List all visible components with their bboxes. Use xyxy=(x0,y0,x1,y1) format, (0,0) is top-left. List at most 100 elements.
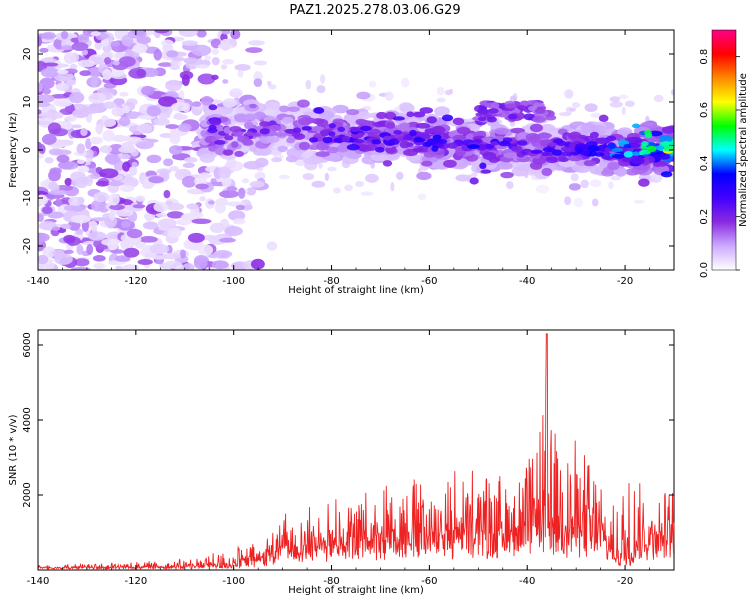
noise-blob xyxy=(99,145,113,154)
ridge-blob xyxy=(285,155,298,163)
noise-blob xyxy=(135,195,146,202)
ridge-blob xyxy=(332,104,349,114)
ridge-blob xyxy=(574,146,583,152)
noise-blob xyxy=(184,156,198,163)
noise-blob xyxy=(108,209,116,221)
ridge-blob xyxy=(594,152,605,157)
noise-blob xyxy=(110,40,121,47)
noise-blob xyxy=(155,213,168,218)
snr-x-axis: -140 -120 -100 -80 -60 -40 -20 xyxy=(27,330,675,587)
ridge-blob xyxy=(413,111,426,118)
colorbar-tick-label: 0.2 xyxy=(699,209,710,225)
noise-blob xyxy=(56,69,69,75)
noise-blob xyxy=(199,196,206,202)
noise-blob xyxy=(179,249,186,259)
noise-blob xyxy=(232,218,246,225)
ridge-blob xyxy=(412,147,424,153)
halo-blob xyxy=(563,88,574,99)
ridge-blob xyxy=(245,131,254,136)
noise-blob xyxy=(41,133,57,145)
noise-blob xyxy=(63,234,76,244)
ridge-blob xyxy=(430,160,448,170)
ridge-blob xyxy=(517,105,527,111)
ridge-blob xyxy=(510,127,525,134)
halo-blob xyxy=(384,91,394,101)
noise-blob xyxy=(153,117,171,126)
ridge-blob xyxy=(279,105,290,113)
noise-blob xyxy=(228,210,246,221)
noise-blob xyxy=(220,64,228,70)
ridge-blob xyxy=(660,171,673,178)
ridge-blob xyxy=(415,122,431,129)
halo-blob xyxy=(506,181,514,190)
ridge-blob xyxy=(523,113,535,121)
ridge-blob xyxy=(490,141,499,146)
noise-blob xyxy=(253,60,268,66)
ridge-blob xyxy=(547,142,557,147)
halo-blob xyxy=(591,198,599,207)
noise-blob xyxy=(195,212,204,218)
ridge-blob xyxy=(641,141,649,147)
noise-blob xyxy=(86,149,94,159)
noise-blob xyxy=(40,67,60,78)
halo-blob xyxy=(653,94,664,103)
noise-blob xyxy=(39,77,55,90)
noise-blob xyxy=(215,198,229,207)
noise-blob xyxy=(90,75,99,88)
ridge-blob xyxy=(399,102,413,111)
ridge-blob xyxy=(222,98,238,108)
noise-blob xyxy=(60,45,74,51)
ridge-blob xyxy=(357,111,372,120)
ridge-blob xyxy=(511,166,529,177)
spectrogram-heatmap xyxy=(38,30,674,270)
noise-blob xyxy=(110,249,125,254)
ridge-blob xyxy=(350,126,361,133)
ridge-blob xyxy=(455,174,471,182)
noise-blob xyxy=(120,141,135,152)
ridge-blob xyxy=(431,145,439,152)
noise-blob xyxy=(165,200,174,206)
ridge-blob xyxy=(529,123,544,133)
noise-blob xyxy=(103,101,117,109)
colorbar-tick-label: 0.8 xyxy=(699,49,710,65)
noise-blob xyxy=(183,240,192,249)
ridge-blob xyxy=(355,118,367,126)
ridge-blob xyxy=(426,138,439,145)
ridge-blob xyxy=(623,150,634,158)
ridge-blob xyxy=(587,145,600,152)
x-tick-label: -40 xyxy=(519,576,535,587)
noise-blob xyxy=(38,214,44,222)
halo-blob xyxy=(305,79,312,90)
noise-blob xyxy=(177,123,192,132)
y-tick-label: -20 xyxy=(22,238,33,254)
ridge-blob xyxy=(611,153,625,159)
noise-blob xyxy=(221,175,232,188)
y-tick-label: 2000 xyxy=(22,482,33,507)
ridge-blob xyxy=(399,140,410,149)
spectrogram-x-axis: -140 -120 -100 -80 -60 -40 -20 xyxy=(27,30,675,287)
ridge-blob xyxy=(568,183,581,191)
noise-blob xyxy=(165,79,182,92)
ridge-blob xyxy=(222,149,234,156)
ridge-blob xyxy=(511,145,519,152)
noise-blob xyxy=(136,68,146,78)
colorbar-tick-label: 0.4 xyxy=(699,155,710,171)
noise-blob xyxy=(220,38,232,51)
noise-blob xyxy=(166,50,179,58)
halo-blob xyxy=(400,77,410,88)
y-tick-label: 6000 xyxy=(22,332,33,357)
noise-blob xyxy=(192,101,202,107)
noise-blob xyxy=(77,165,90,173)
noise-blob xyxy=(49,167,62,175)
y-tick-label: -10 xyxy=(22,190,33,206)
noise-blob xyxy=(219,190,239,199)
noise-blob xyxy=(238,187,246,199)
halo-blob xyxy=(324,172,330,181)
ridge-blob xyxy=(500,171,514,179)
noise-blob xyxy=(205,266,215,270)
ridge-blob xyxy=(477,116,487,122)
halo-blob xyxy=(633,199,645,204)
noise-blob xyxy=(195,183,209,190)
ridge-blob xyxy=(434,106,450,117)
x-tick-label: -100 xyxy=(222,276,245,287)
